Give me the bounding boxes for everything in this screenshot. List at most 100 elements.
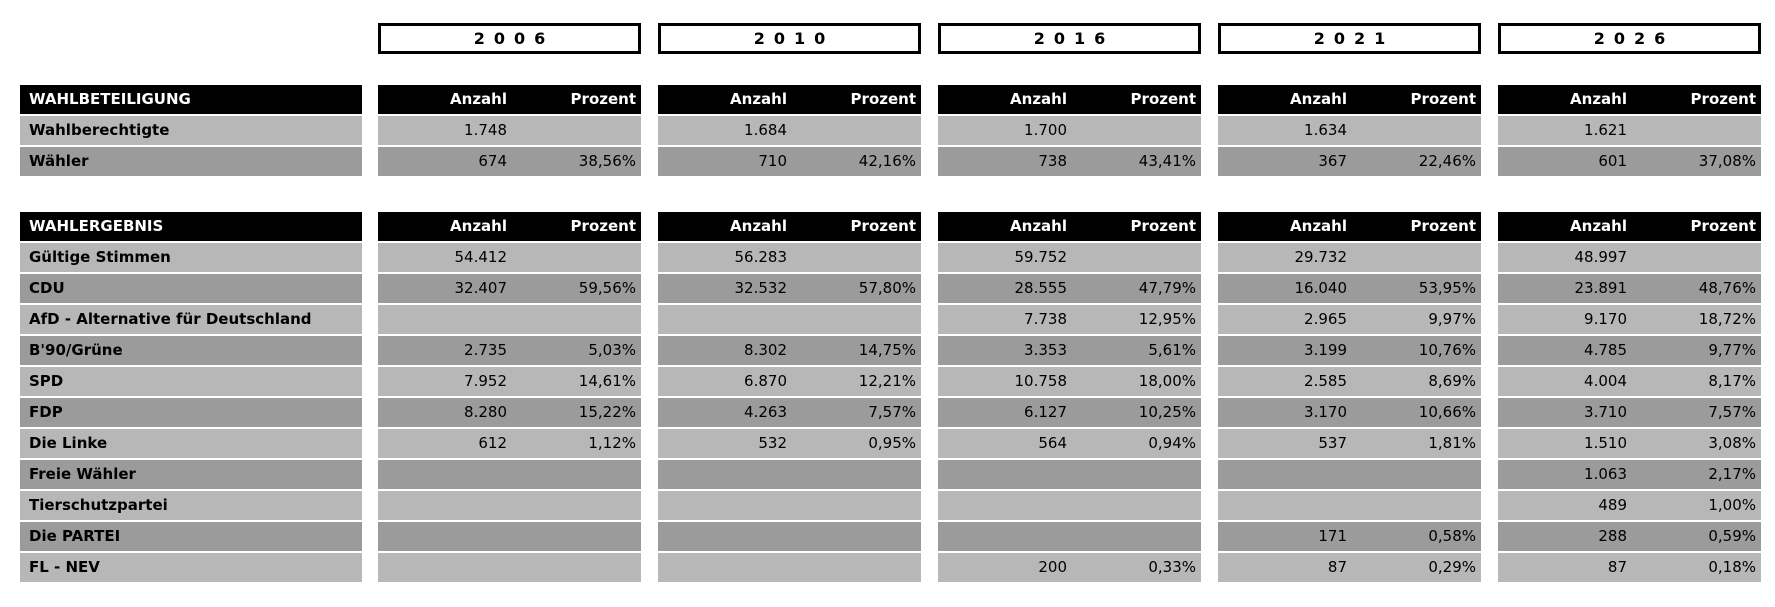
year-block-2021: 29.732 (1218, 243, 1481, 272)
anzahl-cell: Anzahl (1570, 90, 1627, 108)
prozent-cell: 57,80% (858, 279, 916, 297)
anzahl-cell: 200 (1038, 558, 1067, 576)
anzahl-cell: 564 (1038, 434, 1067, 452)
prozent-cell: 18,00% (1138, 372, 1196, 390)
year-block-2016: 10.758 18,00% (938, 367, 1201, 396)
column-gap (641, 274, 658, 303)
prozent-cell: 10,76% (1418, 341, 1476, 359)
anzahl-cell: 4.263 (744, 403, 787, 421)
year-block-2010: 56.283 (658, 243, 921, 272)
column-gap (1201, 212, 1218, 241)
prozent-cell: Prozent (1130, 217, 1196, 235)
column-gap (1201, 429, 1218, 458)
anzahl-cell: 4.785 (1584, 341, 1627, 359)
anzahl-cell: 10.758 (1014, 372, 1068, 390)
anzahl-cell: 537 (1318, 434, 1347, 452)
prozent-cell (793, 553, 921, 582)
prozent-cell: 8,69% (1428, 372, 1476, 390)
prozent-cell: 22,46% (1418, 152, 1476, 170)
column-gap (1201, 147, 1218, 176)
year-block-2016: Anzahl Prozent (938, 85, 1201, 114)
row-b-90-gr-ne: B'90/Grüne 2.735 5,03% 8.302 14,75% 3.353 5,61… (20, 336, 1761, 365)
anzahl-cell (378, 305, 513, 334)
column-gap (921, 336, 938, 365)
column-gap (1201, 243, 1218, 272)
prozent-cell: 7,57% (868, 403, 916, 421)
column-gap (1201, 367, 1218, 396)
anzahl-cell (378, 553, 513, 582)
anzahl-cell: 1.748 (464, 121, 507, 139)
anzahl-cell: 3.199 (1304, 341, 1347, 359)
prozent-cell: Prozent (1690, 90, 1756, 108)
prozent-cell: 0,33% (1148, 558, 1196, 576)
year-block-2021: 1.634 (1218, 116, 1481, 145)
prozent-cell (513, 305, 641, 334)
year-label: 2006 (473, 29, 555, 48)
anzahl-cell: 1.684 (744, 121, 787, 139)
column-gap (362, 336, 378, 365)
anzahl-cell: 32.532 (734, 279, 788, 297)
year-block-2021: 87 0,29% (1218, 553, 1481, 582)
prozent-cell (513, 116, 641, 145)
column-gap (1201, 116, 1218, 145)
anzahl-cell: 59.752 (1014, 248, 1068, 266)
anzahl-cell: Anzahl (450, 217, 507, 235)
prozent-cell (1353, 116, 1481, 145)
year-block-2010 (658, 460, 921, 489)
year-block-2016: 1.700 (938, 116, 1201, 145)
year-block-2010: 6.870 12,21% (658, 367, 921, 396)
year-block-2021: 2.585 8,69% (1218, 367, 1481, 396)
year-block-2016 (938, 522, 1201, 551)
prozent-cell: 14,75% (858, 341, 916, 359)
anzahl-cell: 56.283 (734, 248, 788, 266)
year-block-2010: Anzahl Prozent (658, 85, 921, 114)
column-gap (362, 212, 378, 241)
column-gap (641, 305, 658, 334)
prozent-cell: 43,41% (1138, 152, 1196, 170)
prozent-cell: Prozent (570, 90, 636, 108)
year-block-2006 (378, 460, 641, 489)
prozent-cell: 1,00% (1708, 496, 1756, 514)
prozent-cell: 0,95% (868, 434, 916, 452)
year-block-2006: 612 1,12% (378, 429, 641, 458)
anzahl-cell: 601 (1598, 152, 1627, 170)
column-gap (641, 367, 658, 396)
prozent-cell (793, 305, 921, 334)
year-block-2010: 4.263 7,57% (658, 398, 921, 427)
anzahl-cell (378, 522, 513, 551)
anzahl-cell: 6.870 (744, 372, 787, 390)
prozent-cell (513, 460, 641, 489)
anzahl-cell: 367 (1318, 152, 1347, 170)
column-gap (641, 429, 658, 458)
year-block-2021: 2.965 9,97% (1218, 305, 1481, 334)
row-label: Wahlberechtigte (20, 116, 362, 145)
year-box-2021: 2021 (1218, 23, 1481, 54)
year-block-2006: 1.748 (378, 116, 641, 145)
anzahl-cell: 1.621 (1584, 121, 1627, 139)
prozent-cell (1073, 116, 1201, 145)
anzahl-cell: 8.280 (464, 403, 507, 421)
column-gap (1481, 491, 1498, 520)
anzahl-cell: 1.634 (1304, 121, 1347, 139)
prozent-cell: Prozent (570, 217, 636, 235)
row-cdu: CDU 32.407 59,56% 32.532 57,80% 28.555 47,79% 1… (20, 274, 1761, 303)
anzahl-cell: Anzahl (1570, 217, 1627, 235)
anzahl-cell: 23.891 (1574, 279, 1628, 297)
anzahl-cell (658, 460, 793, 489)
year-block-2026: 9.170 18,72% (1498, 305, 1761, 334)
prozent-cell (1073, 522, 1201, 551)
anzahl-cell: 48.997 (1574, 248, 1628, 266)
year-block-2010 (658, 305, 921, 334)
anzahl-cell: 1.510 (1584, 434, 1627, 452)
year-block-2006: 54.412 (378, 243, 641, 272)
column-gap (1481, 460, 1498, 489)
prozent-cell (1353, 491, 1481, 520)
year-block-2010 (658, 553, 921, 582)
section-header-row: WAHLERGEBNIS Anzahl Prozent Anzahl Prozent An… (20, 212, 1761, 241)
column-gap (1481, 522, 1498, 551)
anzahl-cell (1218, 491, 1353, 520)
anzahl-cell: Anzahl (450, 90, 507, 108)
column-gap (1201, 274, 1218, 303)
anzahl-cell: 2.735 (464, 341, 507, 359)
